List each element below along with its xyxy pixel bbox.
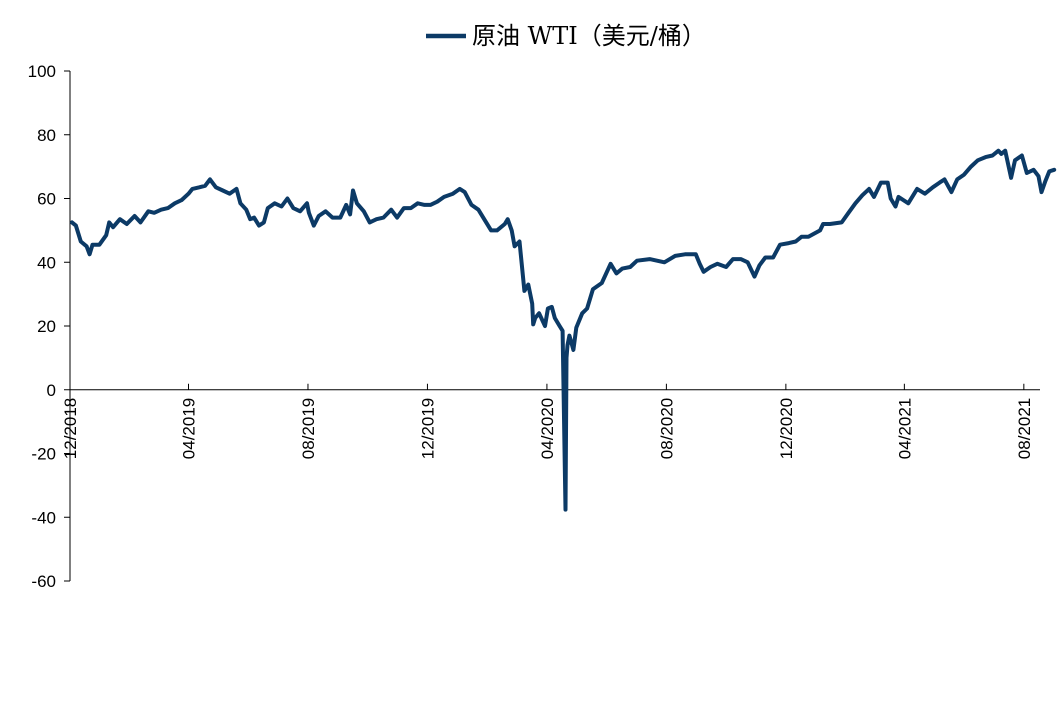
x-tick-label: 04/2021: [895, 398, 914, 459]
y-tick-label: 100: [28, 62, 56, 81]
x-tick-label: 08/2019: [299, 398, 318, 459]
y-tick-label: -60: [31, 572, 56, 591]
y-tick-label: 40: [37, 253, 56, 272]
y-tick-label: 60: [37, 190, 56, 209]
x-tick-label: 12/2020: [777, 398, 796, 459]
y-tick-label: 0: [47, 381, 56, 400]
legend-label: 原油 WTI（美元/桶）: [472, 22, 706, 50]
y-tick-label: 80: [37, 126, 56, 145]
x-axis: 12/2018 04/2019 08/2019 12/2019 04/2020 08/20…: [61, 383, 1040, 459]
x-tick-label: 08/2021: [1015, 398, 1034, 459]
y-tick-label: -40: [31, 508, 56, 527]
y-axis: 100 80 60 40 20 0 -20 -40 -60: [28, 62, 71, 591]
series-line-wti: [70, 148, 1057, 512]
x-tick-label: 12/2018: [61, 398, 80, 459]
x-tick-label: 12/2019: [418, 398, 437, 459]
x-tick-label: 04/2020: [538, 398, 557, 459]
series-layer: [70, 148, 1057, 512]
x-tick-label: 08/2020: [657, 398, 676, 459]
y-tick-label: -20: [31, 445, 56, 464]
y-tick-label: 20: [37, 317, 56, 336]
chart-legend: 原油 WTI（美元/桶）: [426, 22, 706, 50]
x-tick-label: 04/2019: [179, 398, 198, 459]
